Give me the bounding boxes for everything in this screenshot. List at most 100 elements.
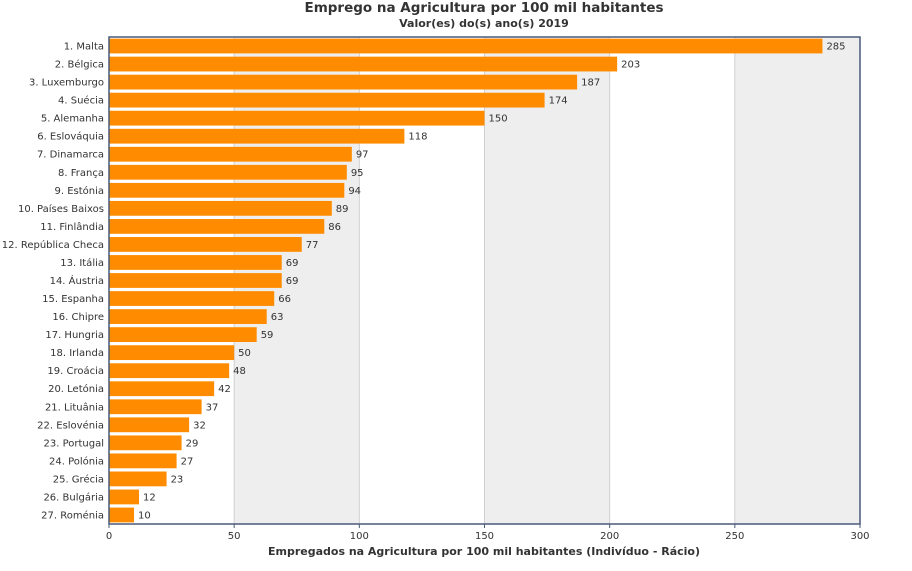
value-label: 187: [581, 78, 600, 89]
bar: [109, 435, 182, 451]
bar: [109, 363, 230, 379]
x-axis-ticks: 0 50 100 150 200 250 300: [106, 524, 870, 542]
bar: [109, 92, 545, 108]
category-label: 20. Letónia: [48, 383, 104, 395]
bar: [109, 327, 257, 343]
value-label: 48: [233, 366, 246, 377]
value-label: 150: [489, 114, 508, 125]
chart-title: Emprego na Agricultura por 100 mil habit…: [304, 0, 663, 16]
x-tick-label: 100: [350, 531, 369, 542]
value-label: 285: [826, 42, 845, 53]
grid-band: [734, 37, 860, 524]
value-label: 27: [181, 456, 194, 467]
category-label: 12. República Checa: [2, 239, 104, 251]
value-label: 77: [306, 240, 319, 251]
value-label: 37: [206, 402, 219, 413]
bar: [109, 38, 823, 54]
value-label: 23: [171, 474, 184, 485]
category-label: 27. Roménia: [41, 509, 104, 521]
value-label: 63: [271, 312, 284, 323]
value-label: 86: [328, 222, 341, 233]
category-label: 14. Áustria: [50, 274, 104, 287]
category-label: 11. Finlândia: [40, 221, 104, 233]
x-tick-label: 0: [106, 531, 112, 542]
chart-subtitle: Valor(es) do(s) ano(s) 2019: [399, 17, 569, 30]
category-label: 26. Bulgária: [43, 491, 104, 503]
bar: [109, 471, 167, 487]
category-label: 16. Chipre: [52, 312, 104, 323]
bar: [109, 381, 215, 397]
category-label: 4. Suécia: [58, 95, 104, 107]
category-label: 25. Grécia: [53, 473, 104, 485]
bar: [109, 453, 177, 469]
category-label: 17. Hungria: [45, 330, 104, 341]
x-tick-label: 250: [725, 531, 744, 542]
category-label: 9. Estónia: [54, 185, 104, 197]
category-label: 18. Irlanda: [50, 348, 104, 359]
value-label: 69: [286, 276, 299, 287]
bars: [109, 38, 823, 523]
value-label: 69: [286, 258, 299, 269]
bar: [109, 255, 282, 270]
value-label: 97: [356, 150, 369, 161]
value-labels: 285 203 187 174 150 118 97 95 94 89 86 77 69 69 66 63 59…: [138, 42, 846, 522]
x-tick-label: 150: [475, 531, 494, 542]
x-axis-label: Empregados na Agricultura por 100 mil ha…: [268, 545, 700, 558]
bar: [109, 128, 405, 144]
x-tick-label: 200: [600, 531, 619, 542]
category-label: 5. Alemanha: [41, 114, 104, 125]
x-tick-label: 300: [850, 531, 869, 542]
value-label: 50: [238, 348, 251, 359]
category-label: 3. Luxemburgo: [29, 78, 104, 89]
bar: [109, 218, 325, 234]
bar: [109, 309, 267, 324]
bar: [109, 291, 275, 306]
bar: [109, 74, 578, 90]
category-label: 22. Eslovénia: [37, 419, 104, 431]
bar: [109, 56, 618, 72]
category-label: 19. Croácia: [47, 365, 104, 377]
category-label: 24. Polónia: [49, 455, 104, 467]
category-label: 7. Dinamarca: [37, 150, 104, 161]
value-label: 29: [186, 438, 199, 449]
bar: [109, 200, 332, 216]
bar: [109, 182, 345, 198]
value-label: 203: [621, 60, 640, 71]
value-label: 42: [218, 384, 231, 395]
grid-band: [484, 37, 610, 524]
bar: [109, 489, 140, 505]
x-tick-label: 50: [228, 531, 241, 542]
category-label: 8. França: [58, 168, 104, 179]
value-label: 94: [348, 186, 361, 197]
value-label: 12: [143, 492, 156, 503]
category-label: 1. Malta: [64, 42, 104, 53]
category-label: 23. Portugal: [44, 438, 105, 449]
category-label: 15. Espanha: [42, 294, 104, 305]
category-labels: 1. Malta 2. Bélgica 3. Luxemburgo 4. Suécia…: [2, 42, 104, 522]
category-label: 2. Bélgica: [55, 59, 104, 71]
value-label: 10: [138, 510, 151, 521]
value-label: 59: [261, 330, 274, 341]
bar: [109, 110, 485, 126]
bar: [109, 507, 135, 523]
category-label: 6. Eslováquia: [37, 131, 104, 143]
value-label: 174: [549, 96, 568, 107]
grid-bands: [234, 37, 860, 524]
value-label: 95: [351, 168, 364, 179]
category-label: 13. Itália: [60, 257, 104, 269]
bar: [109, 399, 202, 415]
bar: [109, 273, 282, 288]
bar: [109, 417, 190, 433]
value-label: 118: [408, 132, 427, 143]
value-label: 66: [278, 294, 291, 305]
category-label: 10. Países Baixos: [18, 203, 104, 215]
category-label: 21. Lituânia: [45, 401, 104, 413]
value-label: 89: [336, 204, 349, 215]
bar: [109, 146, 352, 162]
value-label: 32: [193, 420, 206, 431]
bar: [109, 345, 235, 361]
bar: [109, 237, 302, 252]
bar: [109, 164, 347, 180]
